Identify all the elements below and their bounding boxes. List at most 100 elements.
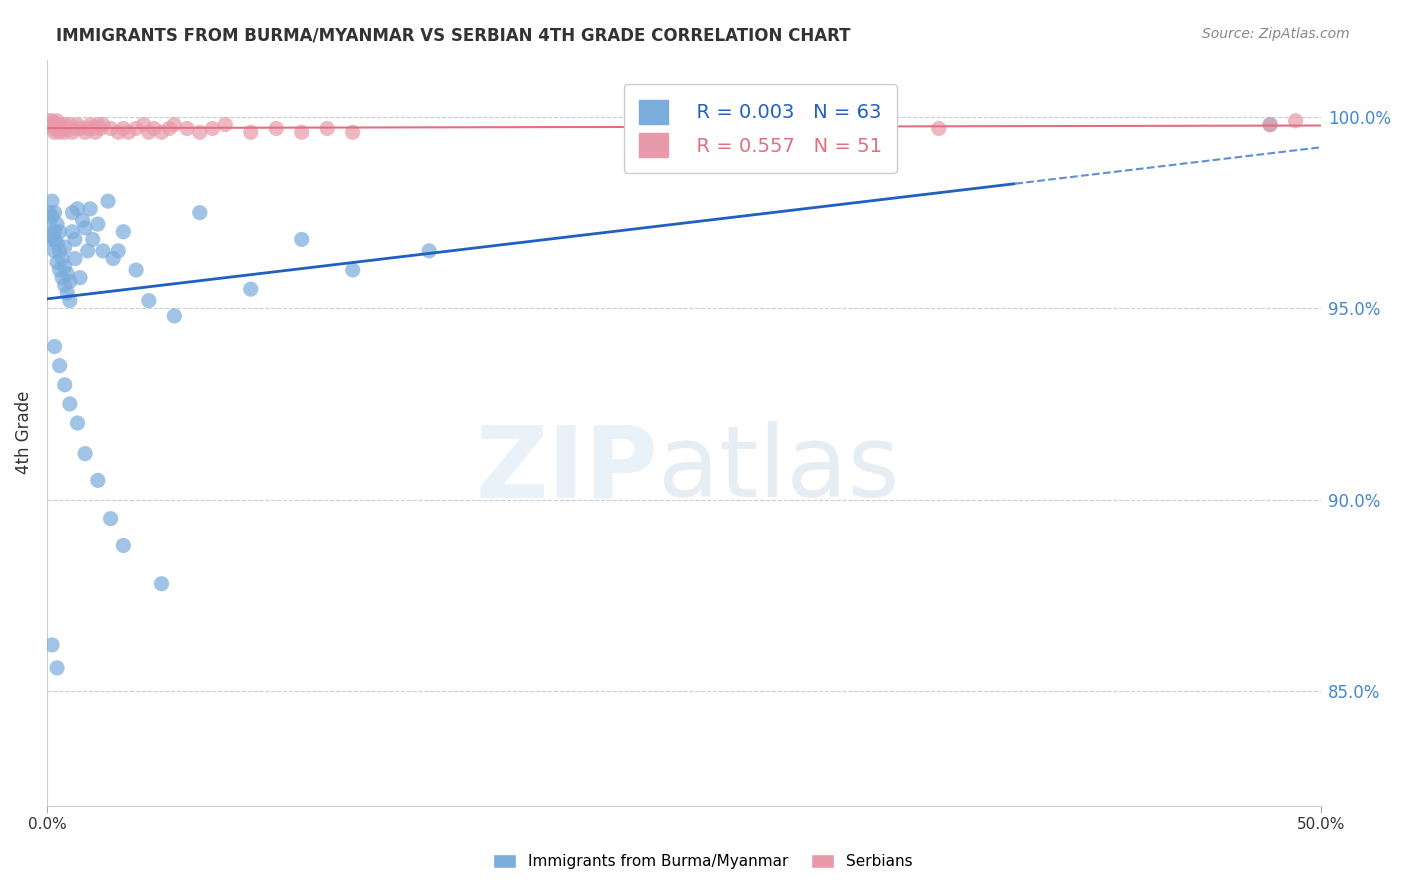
Point	[66, 416, 89, 430]
Point	[91, 244, 114, 258]
Point	[46, 236, 69, 251]
Point	[48, 244, 70, 258]
Point	[56, 285, 79, 300]
Point	[46, 121, 69, 136]
Point	[53, 278, 76, 293]
Point	[51, 121, 73, 136]
Point	[91, 118, 114, 132]
Point	[53, 259, 76, 273]
Point	[69, 270, 91, 285]
Point	[66, 118, 89, 132]
Point	[316, 121, 339, 136]
Point	[132, 118, 155, 132]
Point	[188, 205, 211, 219]
Point	[46, 661, 69, 675]
Point	[56, 121, 79, 136]
Point	[51, 270, 73, 285]
Point	[264, 121, 287, 136]
Point	[239, 125, 262, 139]
Point	[51, 252, 73, 266]
Point	[44, 118, 66, 132]
Point	[44, 232, 66, 246]
Point	[342, 125, 364, 139]
Point	[72, 213, 94, 227]
Point	[291, 232, 314, 246]
Point	[342, 263, 364, 277]
Point	[76, 244, 98, 258]
Point	[60, 225, 83, 239]
Point	[38, 113, 60, 128]
Point	[59, 397, 82, 411]
Point	[38, 205, 60, 219]
Point	[138, 293, 160, 308]
Point	[138, 125, 160, 139]
Point	[89, 121, 111, 136]
Point	[60, 205, 83, 219]
Point	[48, 118, 70, 132]
Point	[87, 217, 110, 231]
Point	[35, 118, 58, 132]
Point	[87, 474, 110, 488]
Point	[214, 118, 236, 132]
Point	[79, 202, 101, 216]
Point	[41, 121, 63, 136]
Point	[44, 339, 66, 353]
Point	[44, 244, 66, 258]
Point	[163, 118, 186, 132]
Point	[53, 377, 76, 392]
Point	[125, 263, 148, 277]
Point	[53, 118, 76, 132]
Point	[150, 576, 173, 591]
Point	[44, 225, 66, 239]
Point	[48, 225, 70, 239]
Point	[53, 125, 76, 139]
Point	[66, 202, 89, 216]
Point	[56, 267, 79, 281]
Point	[84, 125, 107, 139]
Text: atlas: atlas	[658, 421, 900, 518]
Point	[1258, 118, 1281, 132]
Point	[41, 194, 63, 209]
Point	[97, 194, 120, 209]
Point	[188, 125, 211, 139]
Text: Source: ZipAtlas.com: Source: ZipAtlas.com	[1202, 27, 1350, 41]
Point	[1284, 113, 1306, 128]
Point	[150, 125, 173, 139]
Point	[46, 217, 69, 231]
Point	[75, 125, 97, 139]
Point	[63, 121, 86, 136]
Point	[41, 228, 63, 243]
Point	[418, 244, 440, 258]
Point	[107, 244, 129, 258]
Point	[48, 263, 70, 277]
Text: IMMIGRANTS FROM BURMA/MYANMAR VS SERBIAN 4TH GRADE CORRELATION CHART: IMMIGRANTS FROM BURMA/MYANMAR VS SERBIAN…	[56, 27, 851, 45]
Point	[112, 225, 135, 239]
Point	[82, 121, 104, 136]
Point	[291, 125, 314, 139]
Point	[63, 232, 86, 246]
Point	[41, 113, 63, 128]
Point	[1258, 118, 1281, 132]
Point	[60, 125, 83, 139]
Point	[35, 232, 58, 246]
Point	[100, 121, 122, 136]
Point	[157, 121, 180, 136]
Point	[176, 121, 198, 136]
Point	[44, 125, 66, 139]
Point	[41, 210, 63, 224]
Y-axis label: 4th Grade: 4th Grade	[15, 391, 32, 475]
Point	[63, 252, 86, 266]
Point	[48, 125, 70, 139]
Point	[82, 232, 104, 246]
Point	[53, 240, 76, 254]
Point	[163, 309, 186, 323]
Point	[41, 638, 63, 652]
Point	[87, 118, 110, 132]
Point	[239, 282, 262, 296]
Point	[59, 118, 82, 132]
Point	[44, 205, 66, 219]
Point	[75, 221, 97, 235]
Point	[142, 121, 165, 136]
Point	[76, 121, 98, 136]
Point	[46, 113, 69, 128]
